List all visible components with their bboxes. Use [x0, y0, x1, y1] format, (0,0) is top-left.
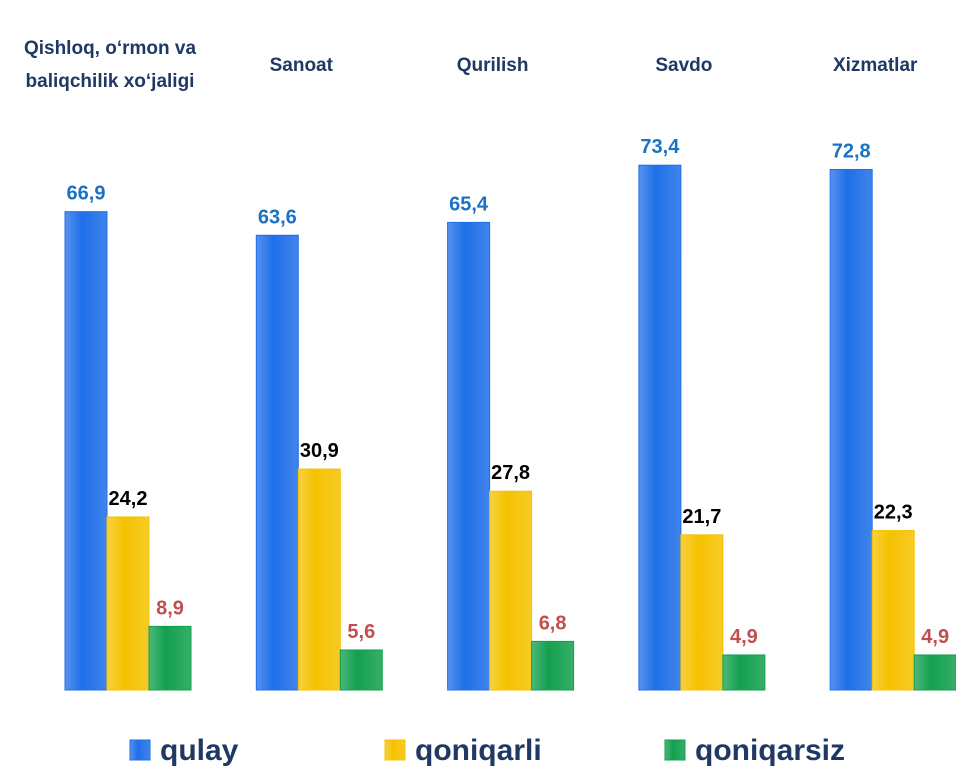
bar	[297, 468, 341, 691]
value-label: 5,6	[347, 621, 375, 643]
value-label: 72,8	[832, 140, 871, 162]
category-label: Savdo	[655, 54, 713, 76]
category-label: Sanoat	[269, 54, 333, 76]
bar	[871, 530, 915, 691]
bar	[638, 164, 682, 691]
value-label: 24,2	[109, 488, 148, 510]
bar	[913, 654, 956, 691]
legend-label: qulay	[160, 734, 239, 767]
value-label: 8,9	[156, 597, 184, 619]
legend-label: qoniqarsiz	[695, 734, 845, 767]
bar	[339, 649, 383, 691]
bar	[64, 211, 108, 691]
bar	[829, 168, 873, 691]
value-label: 4,9	[730, 626, 758, 648]
legend-swatch	[664, 739, 686, 761]
value-label: 73,4	[640, 136, 680, 158]
value-label: 6,8	[539, 612, 567, 634]
value-label: 30,9	[300, 440, 339, 462]
bar	[680, 534, 724, 691]
value-label: 63,6	[258, 206, 297, 228]
value-label: 65,4	[449, 193, 489, 215]
legend-swatch	[384, 739, 406, 761]
value-label: 21,7	[682, 506, 721, 528]
category-label: Qurilish	[456, 54, 529, 76]
value-label: 66,9	[67, 183, 106, 205]
legend-label: qoniqarli	[415, 734, 542, 767]
bar	[489, 490, 533, 691]
bar	[255, 234, 299, 691]
legend-swatch	[129, 739, 151, 761]
bar	[447, 221, 491, 691]
category-label: Qishloq, o‘rmon va baliqchilik xo‘jaligi	[23, 38, 197, 92]
bar	[148, 625, 192, 691]
bar	[722, 654, 766, 691]
value-label: 4,9	[921, 626, 949, 648]
category-label: Xizmatlar	[832, 54, 918, 76]
bar	[531, 640, 575, 691]
bar	[106, 516, 150, 691]
value-label: 27,8	[491, 462, 530, 484]
value-label: 22,3	[874, 502, 913, 524]
